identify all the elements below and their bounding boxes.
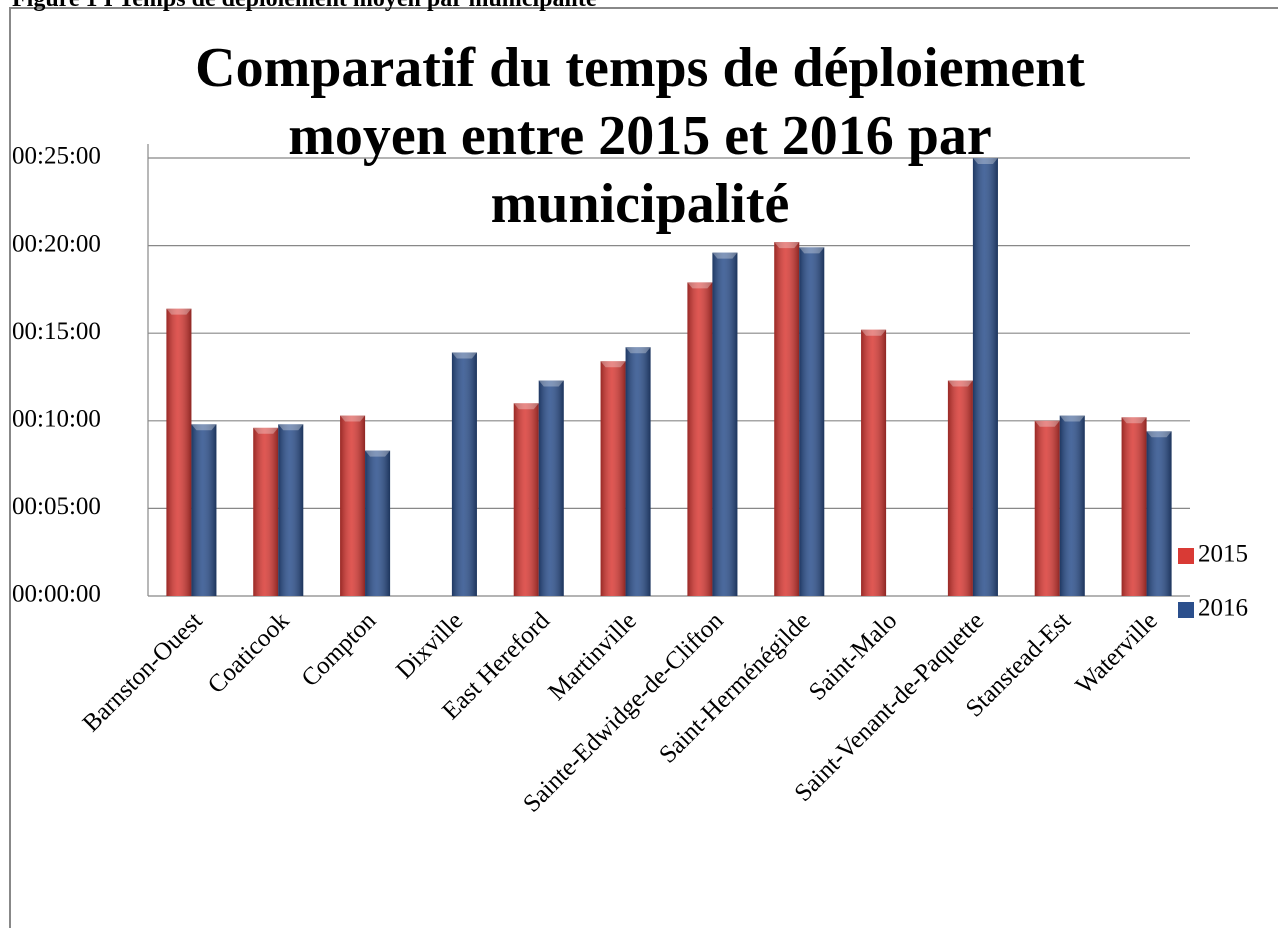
- x-tick-label: Dixville: [391, 607, 468, 684]
- bar-cap: [1146, 431, 1172, 438]
- y-tick-label: 00:10:00: [12, 406, 101, 433]
- legend-swatch: [1178, 548, 1194, 564]
- bar-shade: [947, 380, 973, 596]
- frame: [9, 7, 1278, 928]
- bar-cap: [1121, 417, 1147, 424]
- bar-shade: [166, 308, 192, 596]
- bar-cap: [774, 242, 800, 249]
- y-tick-label: 00:00:00: [12, 581, 101, 608]
- x-tick-label: Saint-Herménégilde: [654, 607, 815, 768]
- bar-shade: [1059, 415, 1085, 596]
- x-tick-label: Barnston-Ouest: [78, 607, 208, 737]
- bar-cap: [340, 415, 366, 422]
- bar-cap: [451, 352, 477, 359]
- x-tick-label: Compton: [296, 607, 381, 692]
- bar-shade: [799, 247, 825, 597]
- bar-cap: [947, 380, 973, 387]
- bar-cap: [861, 329, 887, 336]
- caption: Figure 1 I Temps de déploiement moyen pa…: [12, 0, 596, 13]
- bar-shade: [600, 361, 626, 596]
- bar-shade: [687, 282, 713, 596]
- bar-cap: [600, 361, 626, 368]
- chart-title: Comparatif du temps de déploiement moyen…: [195, 37, 1085, 235]
- bar-cap: [513, 403, 539, 410]
- bar-shade: [1121, 417, 1147, 596]
- bar-cap: [799, 247, 825, 254]
- bar-shade: [451, 352, 477, 596]
- legend-swatch: [1178, 602, 1194, 618]
- x-tick-label: Waterville: [1071, 607, 1163, 699]
- bar-shade: [861, 329, 887, 596]
- bar-shade: [1034, 420, 1060, 596]
- bar-shade: [278, 424, 304, 596]
- x-tick-label: Coaticook: [203, 607, 295, 699]
- bar-shade: [712, 252, 738, 596]
- bar-shade: [774, 242, 800, 596]
- bar-shade: [538, 380, 564, 596]
- bar-cap: [538, 380, 564, 387]
- bar-cap: [253, 427, 279, 434]
- bar-shade: [253, 427, 279, 596]
- bar-shade: [1146, 431, 1172, 596]
- bar-cap: [166, 308, 192, 315]
- legend-label: 2015: [1198, 541, 1248, 568]
- bar-cap: [365, 450, 391, 457]
- bar-cap: [1034, 420, 1060, 427]
- bar-shade: [513, 403, 539, 596]
- bar-shade: [191, 424, 217, 596]
- bar-cap: [1059, 415, 1085, 422]
- bar-shade: [340, 415, 366, 596]
- y-tick-label: 00:05:00: [12, 493, 101, 520]
- bar-cap: [972, 158, 998, 164]
- y-tick-label: 00:20:00: [12, 230, 101, 257]
- bar-cap: [278, 424, 304, 431]
- bar-cap: [191, 424, 217, 431]
- y-tick-label: 00:15:00: [12, 318, 101, 345]
- bar-shade: [365, 450, 391, 596]
- bar-shade: [625, 347, 651, 596]
- y-tick-label: 00:25:00: [12, 143, 101, 170]
- bar-shade: [972, 158, 998, 596]
- bar-cap: [687, 282, 713, 289]
- legend-label: 2016: [1198, 595, 1248, 622]
- bar-cap: [712, 252, 738, 259]
- bar-cap: [625, 347, 651, 354]
